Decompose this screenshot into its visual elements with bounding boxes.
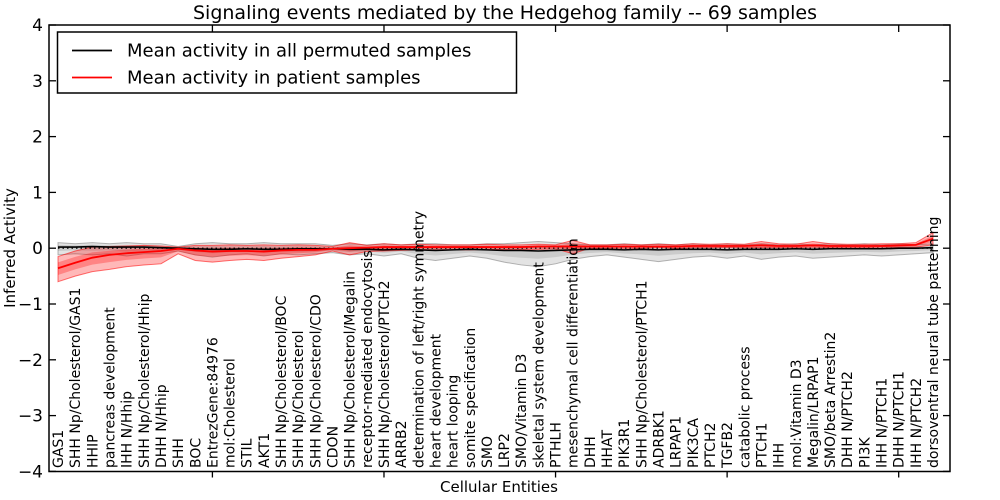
y-tick-label: 2 xyxy=(32,128,43,148)
x-category-label: SHH Np/Cholesterol/Hhip xyxy=(137,294,153,468)
x-category-label: PIK3R1 xyxy=(617,419,633,468)
permuted-mean-line xyxy=(58,245,934,252)
x-category-label: DHH N/PTCH1 xyxy=(892,371,908,468)
x-category-label: SHH Np/Cholesterol/PTCH2 xyxy=(377,280,393,468)
x-category-label: AKT1 xyxy=(257,433,273,468)
x-category-label: SMO xyxy=(480,436,496,468)
x-category-label: DHH xyxy=(583,436,599,468)
legend-box xyxy=(56,31,518,94)
x-category-label: ADRBK1 xyxy=(651,410,667,468)
y-tick-label: −1 xyxy=(18,295,43,315)
x-category-label: catabolic process xyxy=(737,346,753,468)
x-category-label: IHH N/PTCH1 xyxy=(875,378,891,468)
x-category-label: somite specification xyxy=(463,328,479,468)
x-category-label: receptor-mediated endocytosis xyxy=(360,250,376,468)
y-axis-label: Inferred Activity xyxy=(1,188,19,308)
x-category-label: LRPAP1 xyxy=(669,416,685,468)
legend-label-patient: Mean activity in patient samples xyxy=(127,68,421,89)
y-tick-label: −2 xyxy=(18,351,43,371)
patient-mean-line xyxy=(57,237,934,270)
x-category-label: GAS1 xyxy=(51,430,67,468)
x-category-label: STIL xyxy=(240,438,256,468)
x-category-label: IHH N/PTCH2 xyxy=(909,378,925,468)
x-category-label: IHH N/Hhip xyxy=(120,391,136,468)
x-category-label: HHAT xyxy=(600,429,616,468)
x-category-label: SHH Np/Cholesterol/BOC xyxy=(274,295,290,468)
x-category-label: PTCH2 xyxy=(703,423,719,468)
x-category-label: LRP2 xyxy=(497,433,513,468)
x-category-label: SHH Np/Cholesterol/PTCH1 xyxy=(634,280,650,468)
x-category-label: skeletal system development xyxy=(531,262,547,468)
x-category-label: SHH Np/Cholesterol xyxy=(291,331,307,468)
x-category-label: IHH xyxy=(772,443,788,468)
x-category-label: heart development xyxy=(428,333,444,468)
patient-band xyxy=(57,231,934,283)
x-category-label: ARRB2 xyxy=(394,420,410,468)
chart-title: Signaling events mediated by the Hedgeho… xyxy=(193,2,817,24)
legend: Mean activity in all permuted samples Me… xyxy=(56,31,518,94)
x-category-label: TGFB2 xyxy=(720,422,736,469)
x-category-label: PTHLH xyxy=(549,422,565,468)
y-tick-label: −4 xyxy=(18,462,43,482)
plot-area: 4 3 2 1 0 −1 −2 −3 −4 GAS1 SHH Np/Cholesterol/GAS1… xyxy=(18,16,951,482)
x-category-label: heart looping xyxy=(446,375,462,468)
x-category-label: BOC xyxy=(188,438,204,468)
x-category-label: mol:Vitamin D3 xyxy=(789,359,805,468)
x-category-label: SHH Np/Cholesterol/CDO xyxy=(308,294,324,468)
x-axis-label: Cellular Entities xyxy=(440,478,558,496)
x-category-label: SHH Np/Cholesterol/GAS1 xyxy=(68,288,84,468)
x-category-label: HHIP xyxy=(85,434,101,468)
x-category-label: PI3K xyxy=(857,437,873,468)
x-category-label: pancreas development xyxy=(102,307,118,468)
y-tick-label: −3 xyxy=(18,407,43,427)
x-category-label: SHH xyxy=(171,438,187,468)
y-tick-label: 0 xyxy=(32,239,43,259)
y-tick-label: 4 xyxy=(32,16,43,36)
x-category-label: mesenchymal cell differentiation xyxy=(566,238,582,468)
x-category-label: PTCH1 xyxy=(754,423,770,468)
y-tick-label: 3 xyxy=(32,72,43,92)
x-category-label: Megalin/LRPAP1 xyxy=(806,356,822,468)
x-category-label: mol:Cholesterol xyxy=(223,358,239,468)
x-category-label: DHH N/Hhip xyxy=(154,384,170,468)
x-category-label: CDON xyxy=(326,426,342,468)
x-category-label: SMO/beta Arrestin2 xyxy=(823,332,839,468)
x-category-label: SMO/Vitamin D3 xyxy=(514,354,530,468)
x-category-label: DHH N/PTCH2 xyxy=(840,371,856,468)
x-category-label: EntrezGene:84976 xyxy=(205,337,221,468)
x-category-label: dorsoventral neural tube patterning xyxy=(926,217,942,468)
x-category-label: SHH Np/Cholesterol/Megalin xyxy=(343,271,359,468)
x-category-label: PIK3CA xyxy=(686,418,702,468)
x-category-label: determination of left/right symmetry xyxy=(411,211,427,468)
legend-label-permuted: Mean activity in all permuted samples xyxy=(127,41,471,62)
y-tick-label: 1 xyxy=(32,183,43,203)
